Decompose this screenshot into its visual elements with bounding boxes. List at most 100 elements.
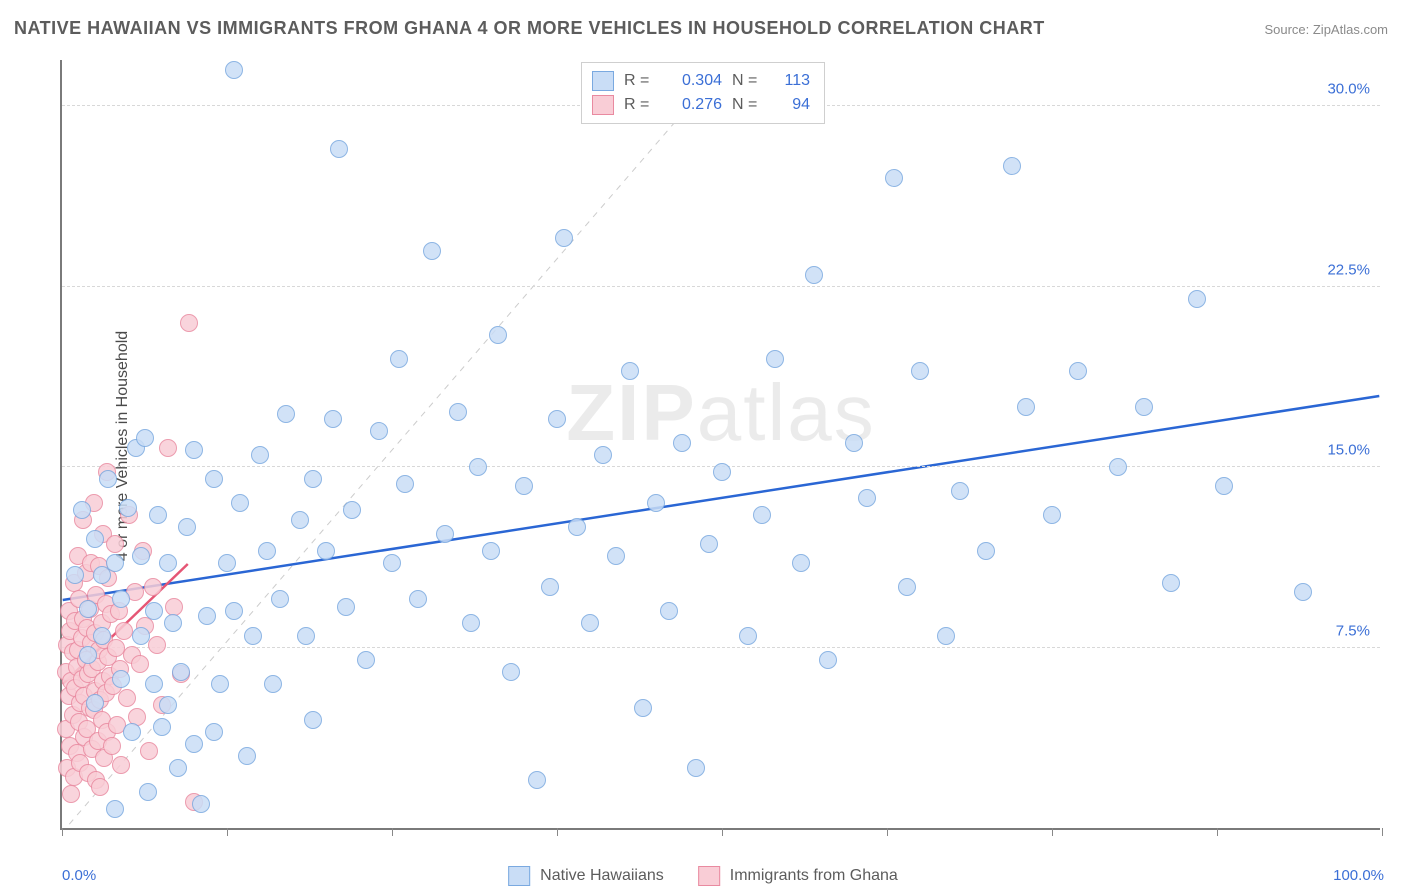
legend-correlation-row: R =0.276N =94 <box>592 93 810 117</box>
scatter-point <box>1135 398 1153 416</box>
scatter-point <box>145 602 163 620</box>
scatter-point <box>541 578 559 596</box>
scatter-point <box>106 554 124 572</box>
scatter-point <box>297 627 315 645</box>
scatter-point <box>231 494 249 512</box>
scatter-point <box>264 675 282 693</box>
scatter-point <box>819 651 837 669</box>
scatter-point <box>1043 506 1061 524</box>
scatter-point <box>91 778 109 796</box>
xtick <box>1052 828 1053 836</box>
scatter-point <box>1188 290 1206 308</box>
scatter-point <box>568 518 586 536</box>
scatter-point <box>383 554 401 572</box>
ytick-label: 15.0% <box>1327 442 1370 459</box>
scatter-point <box>144 578 162 596</box>
ytick-label: 7.5% <box>1336 622 1370 639</box>
scatter-point <box>159 554 177 572</box>
scatter-point <box>145 675 163 693</box>
scatter-point <box>548 410 566 428</box>
scatter-point <box>911 362 929 380</box>
scatter-point <box>225 61 243 79</box>
scatter-point <box>119 499 137 517</box>
scatter-point <box>357 651 375 669</box>
legend-swatch <box>698 866 720 886</box>
ytick-label: 30.0% <box>1327 81 1370 98</box>
scatter-point <box>136 429 154 447</box>
scatter-point <box>185 735 203 753</box>
scatter-point <box>977 542 995 560</box>
scatter-point <box>153 718 171 736</box>
scatter-point <box>123 723 141 741</box>
legend-n-label: N = <box>732 96 764 114</box>
scatter-point <box>112 756 130 774</box>
scatter-point <box>99 470 117 488</box>
gridline-h <box>62 286 1380 287</box>
scatter-point <box>390 350 408 368</box>
scatter-point <box>304 711 322 729</box>
scatter-point <box>148 636 166 654</box>
scatter-point <box>858 489 876 507</box>
scatter-point <box>449 403 467 421</box>
scatter-point <box>324 410 342 428</box>
scatter-point <box>409 590 427 608</box>
ytick-label: 22.5% <box>1327 261 1370 278</box>
scatter-point <box>436 525 454 543</box>
scatter-point <box>86 530 104 548</box>
legend-r-value: 0.304 <box>668 72 722 90</box>
scatter-point <box>238 747 256 765</box>
legend-r-label: R = <box>624 96 658 114</box>
legend-series-label: Immigrants from Ghana <box>730 867 898 885</box>
scatter-point <box>885 169 903 187</box>
scatter-point <box>423 242 441 260</box>
legend-series-label: Native Hawaiians <box>540 867 664 885</box>
scatter-point <box>159 696 177 714</box>
scatter-point <box>225 602 243 620</box>
scatter-point <box>139 783 157 801</box>
scatter-point <box>178 518 196 536</box>
scatter-point <box>753 506 771 524</box>
scatter-point <box>271 590 289 608</box>
source-attribution: Source: ZipAtlas.com <box>1264 22 1388 37</box>
xtick <box>1217 828 1218 836</box>
legend-series-item: Immigrants from Ghana <box>698 866 898 886</box>
scatter-point <box>73 501 91 519</box>
scatter-point <box>62 785 80 803</box>
xtick <box>722 828 723 836</box>
scatter-point <box>79 600 97 618</box>
scatter-point <box>937 627 955 645</box>
xtick <box>557 828 558 836</box>
scatter-point <box>304 470 322 488</box>
lines-overlay <box>62 60 1380 828</box>
xtick <box>392 828 393 836</box>
legend-series-item: Native Hawaiians <box>508 866 664 886</box>
scatter-point <box>469 458 487 476</box>
scatter-point <box>159 439 177 457</box>
scatter-point <box>1215 477 1233 495</box>
scatter-point <box>647 494 665 512</box>
scatter-point <box>396 475 414 493</box>
scatter-point <box>528 771 546 789</box>
scatter-point <box>218 554 236 572</box>
legend-r-value: 0.276 <box>668 96 722 114</box>
scatter-point <box>277 405 295 423</box>
gridline-h <box>62 647 1380 648</box>
scatter-point <box>713 463 731 481</box>
scatter-point <box>103 737 121 755</box>
scatter-point <box>687 759 705 777</box>
scatter-point <box>86 694 104 712</box>
scatter-point <box>1109 458 1127 476</box>
scatter-point <box>845 434 863 452</box>
scatter-point <box>1017 398 1035 416</box>
plot-area: ZIPatlas 7.5%15.0%22.5%30.0% <box>60 60 1380 830</box>
chart-title: NATIVE HAWAIIAN VS IMMIGRANTS FROM GHANA… <box>14 18 1045 39</box>
scatter-point <box>673 434 691 452</box>
scatter-point <box>555 229 573 247</box>
scatter-point <box>185 441 203 459</box>
scatter-point <box>634 699 652 717</box>
scatter-point <box>330 140 348 158</box>
scatter-point <box>93 627 111 645</box>
scatter-point <box>106 800 124 818</box>
legend-n-label: N = <box>732 72 764 90</box>
legend-swatch <box>508 866 530 886</box>
